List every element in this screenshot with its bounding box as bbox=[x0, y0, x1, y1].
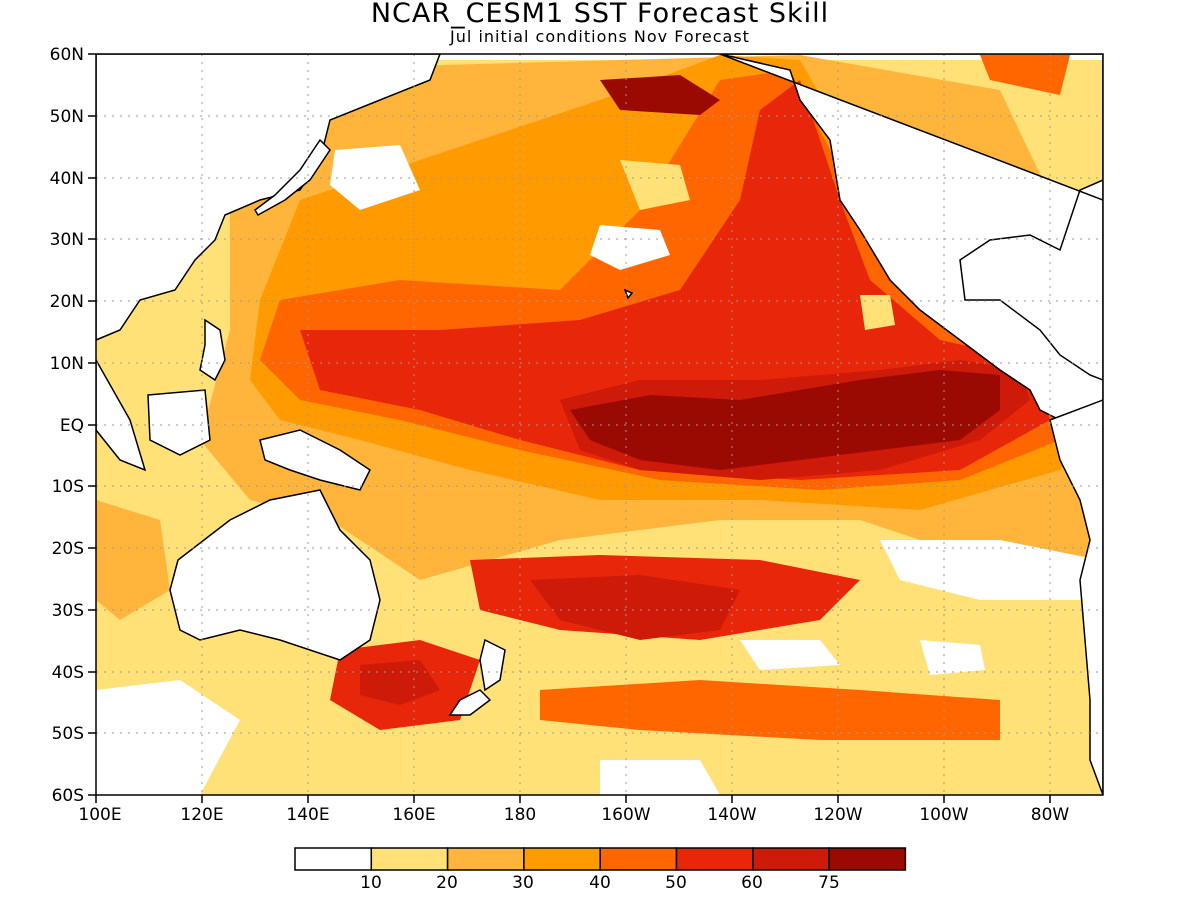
y-tick-label: 30N bbox=[50, 230, 84, 250]
x-tick-label: 100E bbox=[78, 805, 121, 825]
colorbar-swatch bbox=[828, 847, 907, 871]
colorbar-label: 60 bbox=[741, 873, 763, 893]
land-new-guinea bbox=[259, 429, 371, 491]
y-tick-label: 60S bbox=[52, 786, 84, 806]
y-axis-labels: 60N 50N 40N 30N 20N 10N EQ 10S 20S 30S 4… bbox=[50, 45, 84, 806]
colorbar-label: 50 bbox=[665, 873, 687, 893]
low-skill-patch-2 bbox=[330, 145, 420, 210]
y-tick-label: 10N bbox=[50, 354, 84, 374]
colorbar-swatch bbox=[752, 847, 830, 871]
skill-band-south-30s-core bbox=[530, 575, 740, 640]
x-axis-labels: 100E 120E 140E 160E 180 160W 140W 120W 1… bbox=[78, 805, 1069, 825]
colorbar-swatch bbox=[599, 847, 678, 871]
land-asia bbox=[96, 54, 441, 341]
x-tick-label: 100W bbox=[919, 805, 968, 825]
map-grid bbox=[96, 54, 1103, 795]
x-tick-label: 120E bbox=[180, 805, 223, 825]
y-tick-label: 40S bbox=[52, 663, 84, 683]
low-skill-patch-7 bbox=[920, 640, 985, 675]
land-borneo bbox=[147, 389, 211, 456]
land-new-zealand-south bbox=[448, 689, 492, 716]
skill-patch-north-pacific bbox=[600, 75, 720, 115]
land-sumatra bbox=[96, 358, 147, 472]
skill-region-max bbox=[570, 370, 1000, 470]
colorbar-swatch bbox=[446, 847, 525, 871]
colorbar-swatch bbox=[675, 847, 754, 871]
land-australia bbox=[169, 489, 381, 661]
colorbar-swatch bbox=[523, 847, 601, 871]
colorbar-label: 10 bbox=[360, 873, 382, 893]
skill-patch-indian-ocean bbox=[96, 500, 170, 620]
low-skill-patch-6 bbox=[740, 640, 840, 670]
colorbar-label: 20 bbox=[436, 873, 458, 893]
y-tick-label: 50N bbox=[50, 107, 84, 127]
coastlines bbox=[96, 54, 1103, 795]
land-philippines bbox=[199, 318, 226, 382]
low-skill-patch-9 bbox=[96, 680, 240, 795]
x-tick-label: 180 bbox=[504, 805, 536, 825]
chart-title: NCAR_CESM1 SST Forecast Skill bbox=[370, 0, 830, 29]
low-skill-patch-1 bbox=[590, 225, 670, 270]
y-tick-label: 60N bbox=[50, 45, 84, 65]
x-tick-label: 120W bbox=[813, 805, 862, 825]
low-skill-patch-5 bbox=[880, 540, 1100, 600]
y-tick-label: EQ bbox=[60, 416, 84, 436]
skill-patch-tasman-core bbox=[360, 660, 440, 705]
y-tick-label: 20N bbox=[50, 292, 84, 312]
x-tick-label: 140W bbox=[707, 805, 756, 825]
colorbar-swatch bbox=[294, 847, 373, 871]
x-tick-label: 160E bbox=[392, 805, 435, 825]
y-tick-label: 30S bbox=[52, 601, 84, 621]
axis-ticks bbox=[88, 53, 1051, 803]
land-south-america bbox=[1049, 399, 1103, 795]
low-skill-patch-8 bbox=[600, 760, 720, 795]
colorbar-swatch bbox=[370, 847, 449, 871]
y-tick-label: 40N bbox=[50, 169, 84, 189]
land-new-zealand-north bbox=[479, 638, 506, 692]
colorbar: 10 20 30 40 50 60 75 bbox=[294, 847, 907, 893]
y-tick-label: 50S bbox=[52, 724, 84, 744]
colorbar-label: 75 bbox=[818, 873, 840, 893]
low-skill-patch-3 bbox=[860, 295, 895, 330]
colorbar-label: 40 bbox=[589, 873, 611, 893]
colorbar-label: 30 bbox=[512, 873, 534, 893]
skill-patch-atlantic-north bbox=[980, 55, 1070, 95]
x-tick-label: 160W bbox=[601, 805, 650, 825]
chart-subtitle: Jul initial conditions Nov Forecast bbox=[450, 27, 750, 46]
skill-band-south-50s bbox=[540, 680, 1000, 740]
x-tick-label: 140E bbox=[286, 805, 329, 825]
y-tick-label: 20S bbox=[52, 539, 84, 559]
low-skill-patch-4 bbox=[620, 160, 690, 210]
y-tick-label: 10S bbox=[52, 477, 84, 497]
land-japan bbox=[254, 138, 331, 217]
x-tick-label: 80W bbox=[1031, 805, 1070, 825]
